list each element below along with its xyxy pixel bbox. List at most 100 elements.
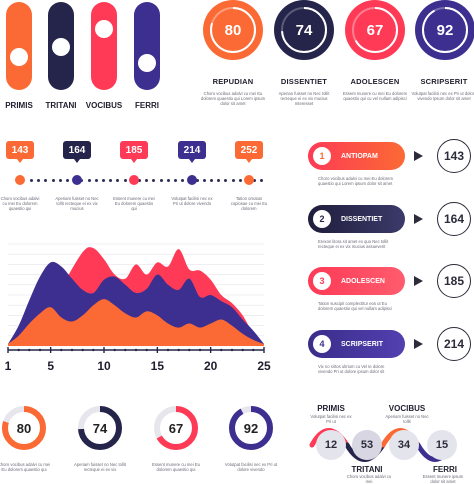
chain-node-2[interactable]: 53 <box>352 430 382 460</box>
area-series-3 <box>8 299 264 346</box>
pill-slider-1[interactable] <box>6 2 32 90</box>
x-minor-tick <box>220 348 223 352</box>
circle-label: REPUDIAN <box>212 77 254 86</box>
circle-description: Volutpat facilisi nec ex Pri ut dolore v… <box>411 91 474 102</box>
donut-ring <box>154 406 198 450</box>
top-circle-2: 74 <box>274 0 334 60</box>
pill-label: TRITANI <box>45 101 77 110</box>
chain-node-3[interactable]: 34 <box>389 430 419 460</box>
timeline-dot <box>87 178 91 182</box>
circle-label: SCRIPSERIT <box>420 77 468 86</box>
pill-slider-2[interactable] <box>48 2 74 90</box>
ribbon-number: 4 <box>313 335 331 353</box>
timeline-node[interactable] <box>244 175 254 185</box>
ribbon-label: ADOLESCEN <box>341 277 385 285</box>
ribbon-3[interactable]: 3 ADOLESCEN <box>308 267 405 295</box>
x-minor-tick <box>17 348 20 352</box>
donut-description: Choro vocibus adalvi cu mei Eu dolorem q… <box>0 462 51 473</box>
donut-4: 92 <box>227 404 275 452</box>
timeline-description: Volutpat facilisi nec ex Pri ut dolore v… <box>171 196 213 207</box>
x-minor-tick <box>166 348 170 352</box>
circle-value: 80 <box>224 21 242 39</box>
x-minor-tick <box>28 348 31 352</box>
timeline-bubble: 214 <box>178 141 206 163</box>
timeline-dot <box>224 178 228 182</box>
timeline-dot <box>44 178 48 182</box>
x-tick-label: 5 <box>47 359 54 373</box>
timeline-node[interactable] <box>187 175 197 185</box>
x-tick-label: 20 <box>204 359 218 373</box>
timeline-node[interactable] <box>129 175 139 185</box>
top-circle-4: 92 <box>415 0 474 60</box>
circle-value: 67 <box>366 21 384 39</box>
ribbon-label: ANTIOPAM <box>341 152 378 160</box>
circle-description: Aperian fuisset no Nec tollit recteque e… <box>278 91 330 107</box>
x-minor-tick <box>198 348 202 352</box>
timeline-dot <box>253 178 257 182</box>
ribbon-1[interactable]: 1 ANTIOPAM <box>308 142 405 170</box>
ribbon-description: Erexon litora sit amet ex quo Nec tollit… <box>318 239 389 250</box>
ribbon-description: Vix no sirtos ultrium cu Vel te dolore v… <box>318 364 385 375</box>
donut-1: 80 <box>0 404 48 452</box>
ribbon-value: 214 <box>437 327 471 361</box>
ribbon-description: Choro vocibus adalvi cu mei Eu dolorem q… <box>318 176 393 187</box>
circle-description: Choro vocibus adalvi cu mei Eu dolorem q… <box>200 91 266 107</box>
pill-knob[interactable] <box>95 20 113 38</box>
pill-label: VOCIBUS <box>85 101 123 110</box>
timeline-node[interactable] <box>15 175 25 185</box>
donut-fill <box>229 406 273 450</box>
timeline-dot <box>102 178 105 182</box>
chain-description: Essent munere ipsum dolor sit amet <box>422 474 464 484</box>
pill-slider-3[interactable] <box>91 2 117 90</box>
timeline-dot <box>152 178 156 182</box>
ribbon-number: 2 <box>313 210 331 228</box>
timeline-dot <box>238 178 242 182</box>
ribbon-2[interactable]: 2 DISSENTIET <box>308 205 405 233</box>
timeline-dot <box>66 178 69 182</box>
chain-description: Choro vocibus adalvi cu mei <box>346 474 392 484</box>
timeline-dot <box>210 178 213 182</box>
x-tick-label: 1 <box>5 359 12 373</box>
donut-3: 67 <box>152 404 200 452</box>
timeline-dot <box>217 178 221 182</box>
timeline-bubble: 252 <box>235 141 263 163</box>
pill-knob[interactable] <box>10 48 28 66</box>
x-minor-tick <box>145 348 148 352</box>
timeline-dot <box>181 178 185 182</box>
donut-value: 92 <box>243 420 259 436</box>
ribbon-4[interactable]: 4 SCRIPSERIT <box>308 330 405 358</box>
circle-description: Essent munere cu mei Eu dolorem quaestio… <box>342 91 408 102</box>
pill-label: FERRI <box>135 101 159 110</box>
donut-description: Aperiam fuisset no Nec tollit recteque e… <box>74 462 126 473</box>
pill-knob[interactable] <box>138 54 156 72</box>
donut-ring <box>2 406 46 450</box>
progress-ring <box>210 7 256 53</box>
timeline-dot <box>145 178 149 182</box>
donut-value: 80 <box>16 420 32 436</box>
timeline-node[interactable] <box>72 175 82 185</box>
pill-knob[interactable] <box>52 38 70 56</box>
timeline-dot <box>116 178 120 182</box>
timeline-dot <box>109 178 113 182</box>
timeline-dot <box>51 178 55 182</box>
x-minor-tick <box>134 348 138 352</box>
progress-ring <box>281 7 327 53</box>
chain-node-1[interactable]: 12 <box>316 430 346 460</box>
chain-node-4[interactable]: 15 <box>427 430 457 460</box>
x-tick-label: 25 <box>257 359 271 373</box>
donut-ring <box>229 406 273 450</box>
timeline-bubble: 185 <box>120 141 148 163</box>
donut-value: 67 <box>168 420 184 436</box>
x-minor-tick <box>241 348 244 352</box>
x-minor-tick <box>177 348 180 352</box>
timeline-dot <box>30 178 33 182</box>
timeline-description: Tation ornatus copiosae cu mei Eu dolore… <box>230 196 268 212</box>
x-minor-tick <box>113 348 116 352</box>
pill-slider-4[interactable] <box>134 2 160 90</box>
x-minor-tick <box>81 348 84 352</box>
timeline-bubble: 143 <box>6 141 34 163</box>
timeline-dot <box>123 178 127 182</box>
chain-description: Volutpat facilisi nec ex Pri ut <box>310 414 352 425</box>
donut-description: Essent munere cu mei Eu dolorem quaestio… <box>152 462 200 473</box>
x-tick-label: 10 <box>97 359 111 373</box>
